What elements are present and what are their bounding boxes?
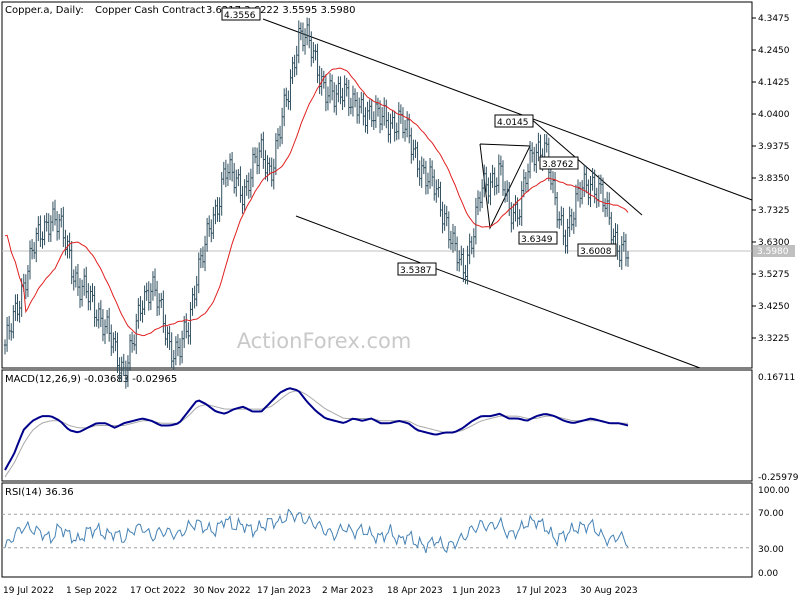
annotation-box xyxy=(221,7,261,21)
macd-lines xyxy=(4,387,629,478)
rsi-tick: 0.00 xyxy=(758,569,778,579)
annotation-box xyxy=(518,231,558,245)
watermark: ActionForex.com xyxy=(237,329,412,353)
annotation-label: 3.8762 xyxy=(542,160,574,170)
instrument-name: Copper Cash Contract xyxy=(95,5,205,16)
annotation-label: 4.3556 xyxy=(224,11,256,21)
price-tick: 4.2450 xyxy=(758,46,790,56)
price-tick: 4.3475 xyxy=(758,14,790,24)
x-tick: 17 Oct 2022 xyxy=(130,586,186,596)
x-tick: 17 Jan 2023 xyxy=(257,586,311,596)
macd-panel-border xyxy=(1,369,753,482)
price-tick: 4.0400 xyxy=(758,110,790,120)
price-bars xyxy=(3,17,630,389)
annotation-box xyxy=(494,114,534,128)
annotation-box xyxy=(577,243,617,257)
rsi-tick: 30.00 xyxy=(758,545,784,555)
last-price-marker xyxy=(753,245,795,257)
x-axis: 19 Jul 2022 1 Sep 2022 17 Oct 2022 30 No… xyxy=(3,586,638,596)
rsi-line xyxy=(4,508,629,554)
price-tick: 3.9375 xyxy=(758,142,790,152)
price-y-axis: 4.3475 4.2450 4.1425 4.0400 3.9375 3.835… xyxy=(752,14,790,344)
lower-channel-line xyxy=(295,215,701,369)
x-tick: 17 Jul 2023 xyxy=(516,586,567,596)
x-tick: 1 Sep 2022 xyxy=(66,586,117,596)
price-tick: 3.6300 xyxy=(758,238,790,248)
x-tick: 18 Apr 2023 xyxy=(387,586,443,596)
ohlc-values: 3.6217 3.6222 3.5595 3.5980 xyxy=(206,5,356,16)
price-tick: 4.1425 xyxy=(758,78,790,88)
rsi-panel-border xyxy=(1,482,753,578)
x-tick: 1 Jun 2023 xyxy=(452,586,500,596)
annotation-label: 3.6349 xyxy=(521,235,553,245)
last-price-label: 3.5980 xyxy=(757,247,789,257)
price-tick: 3.4250 xyxy=(758,302,790,312)
price-tick: 3.5275 xyxy=(758,270,790,280)
x-tick: 30 Aug 2023 xyxy=(580,586,638,596)
upper-channel-line xyxy=(262,18,753,201)
price-tick: 3.7325 xyxy=(758,206,790,216)
annotation-label: 3.5387 xyxy=(400,266,432,276)
macd-main-line xyxy=(4,387,629,471)
triangle-pattern xyxy=(479,143,531,230)
price-annotations: 4.3556 3.5387 4.0145 3.8762 3.6349 3.6008 xyxy=(221,7,617,276)
rsi-tick: 100.00 xyxy=(758,486,790,496)
symbol-label: Copper.a, Daily: xyxy=(5,5,84,16)
price-panel-border xyxy=(1,1,753,369)
x-tick: 30 Nov 2022 xyxy=(193,586,251,596)
macd-tick: 0.16711 xyxy=(758,373,795,383)
price-tick: 3.3225 xyxy=(758,334,790,344)
rsi-title: RSI(14) 36.36 xyxy=(5,487,74,498)
price-tick: 3.8350 xyxy=(758,174,790,184)
moving-average xyxy=(4,67,629,337)
annotation-box xyxy=(397,262,437,276)
annotation-box xyxy=(539,156,579,170)
rsi-lines xyxy=(2,508,752,554)
macd-signal-line xyxy=(4,390,628,478)
ma-line xyxy=(4,67,629,337)
x-tick: 19 Jul 2022 xyxy=(3,586,54,596)
macd-title: MACD(12,26,9) -0.03683 -0.02965 xyxy=(5,374,177,385)
rsi-tick: 70.00 xyxy=(758,509,784,519)
macd-tick: -0.25979 xyxy=(758,473,799,483)
annotation-label: 3.6008 xyxy=(580,247,612,257)
x-tick: 2 Mar 2023 xyxy=(322,586,373,596)
annotation-label: 4.0145 xyxy=(497,118,529,128)
